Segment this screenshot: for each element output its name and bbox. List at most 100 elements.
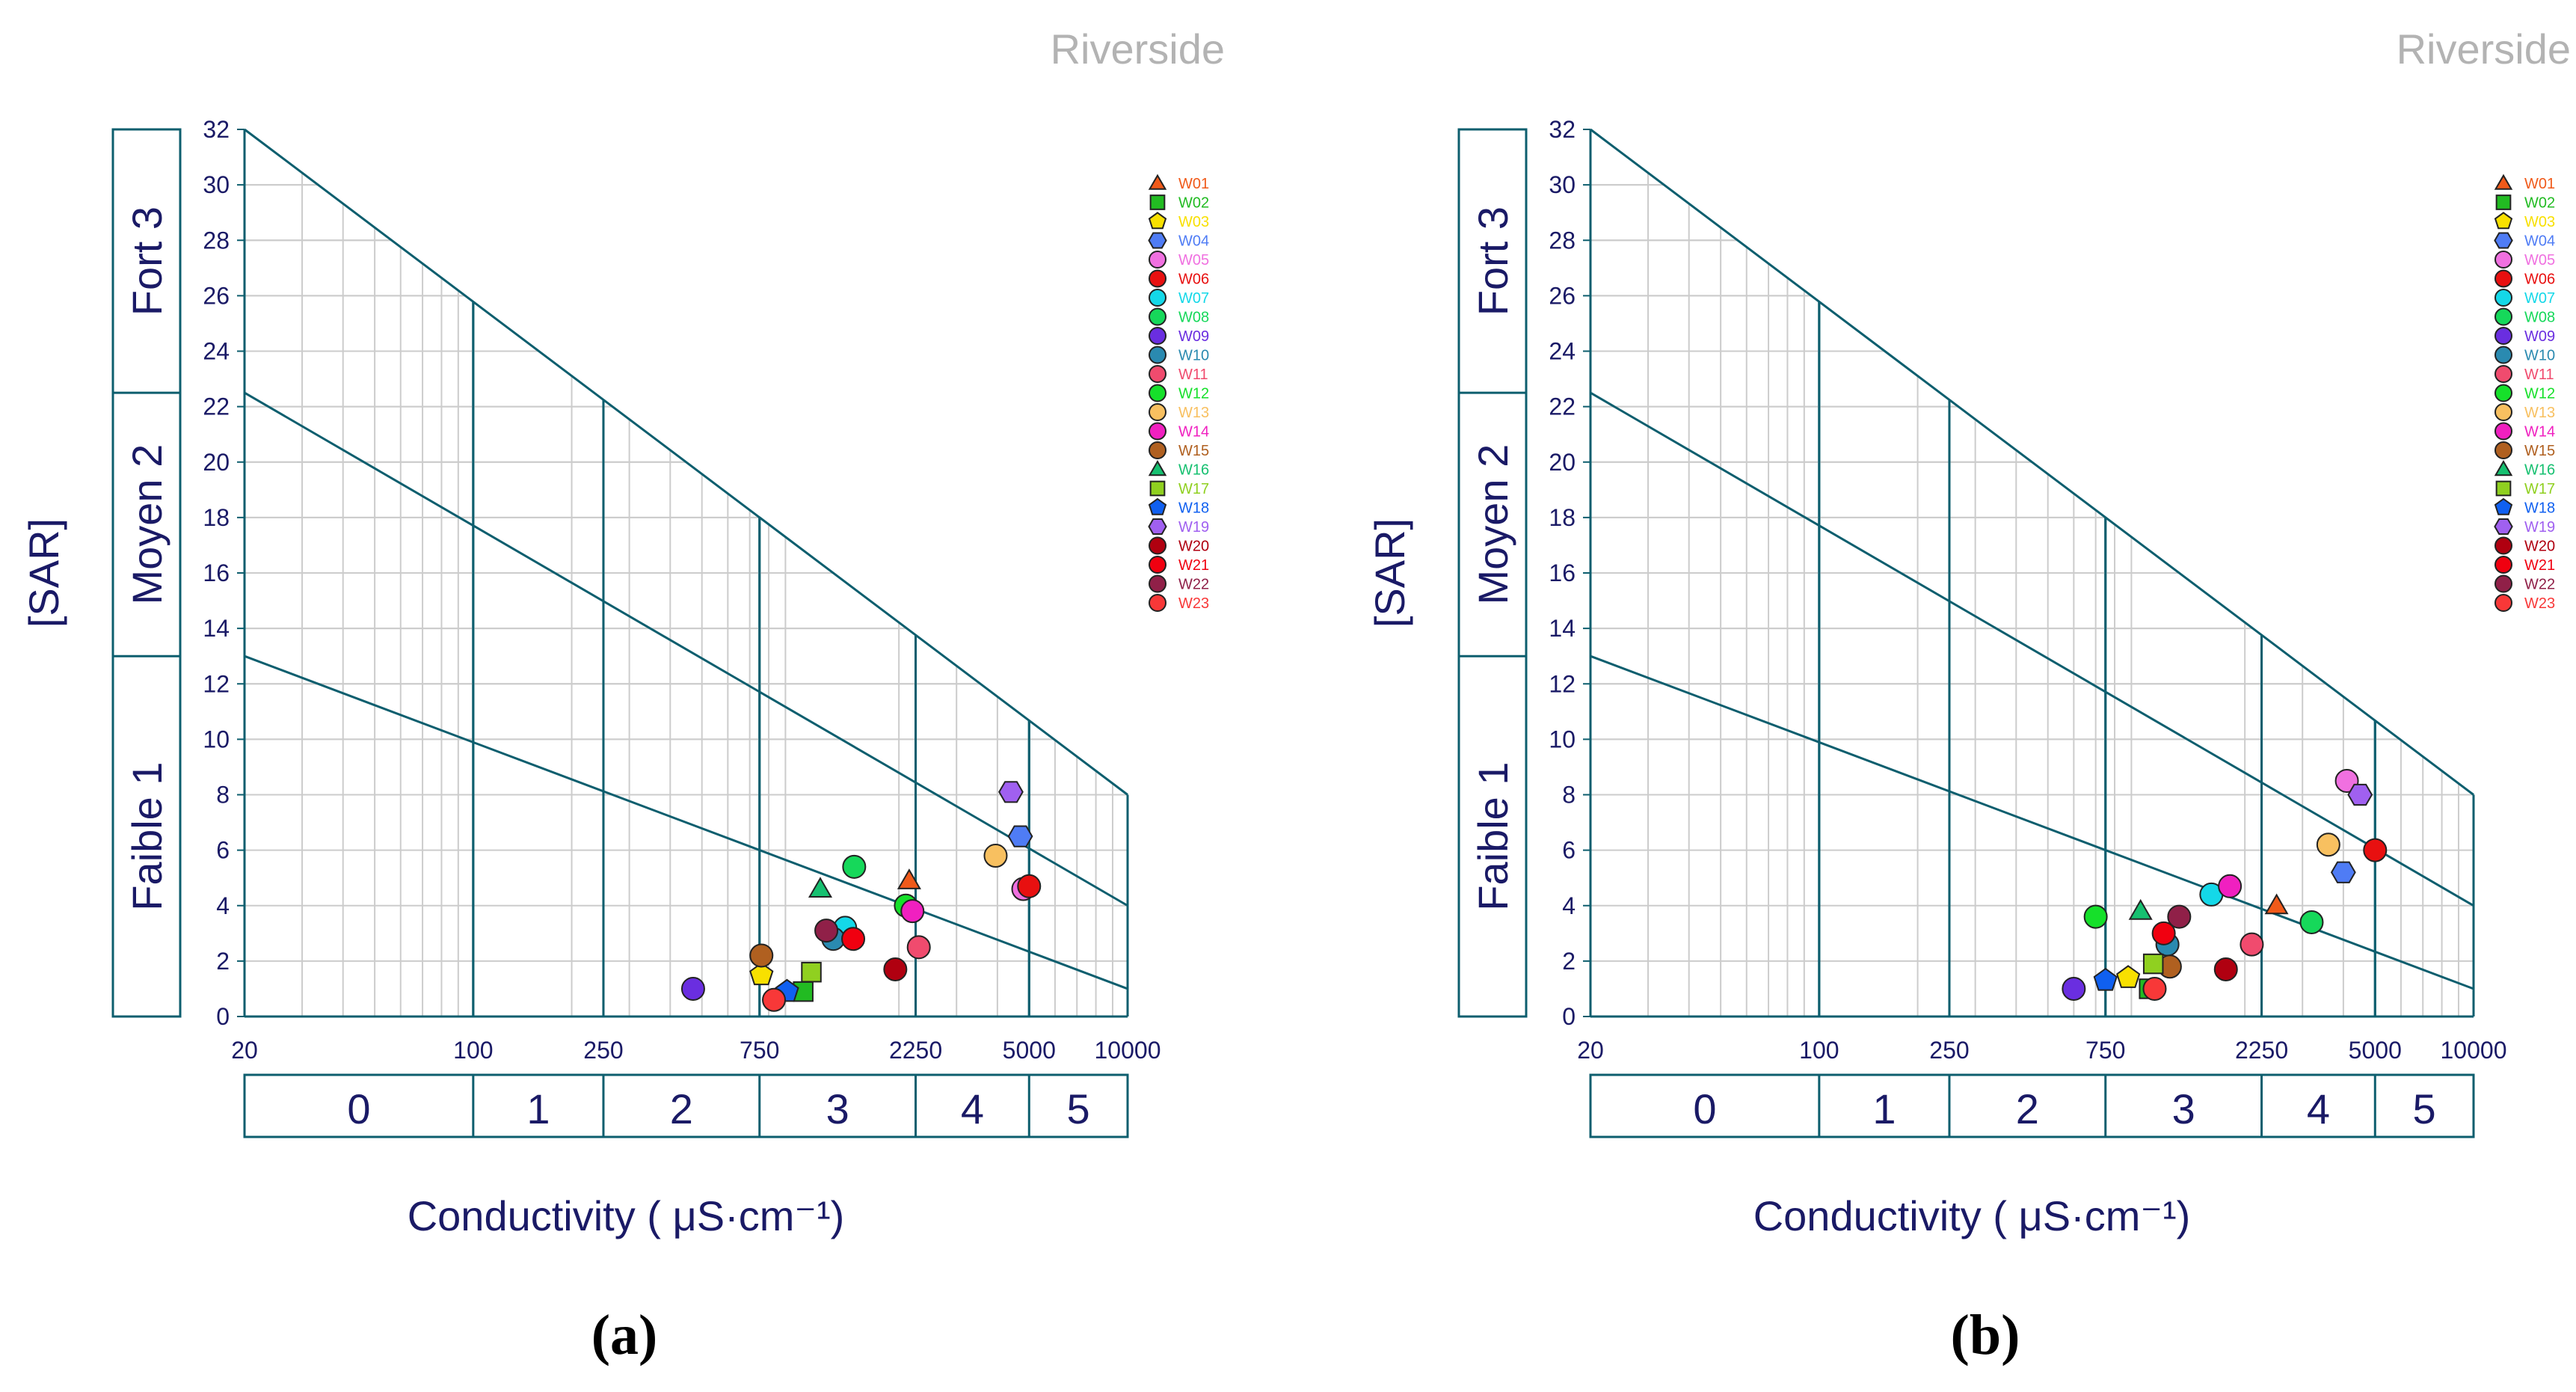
data-point-w12 xyxy=(2083,904,2108,929)
salinity-class-label: 1 xyxy=(526,1085,550,1132)
data-point-w15 xyxy=(749,943,774,968)
legend-label-w09: W09 xyxy=(2524,328,2555,345)
legend-marker-w08 xyxy=(2494,307,2512,326)
legend-label-w05: W05 xyxy=(2524,252,2555,269)
legend-label-w08: W08 xyxy=(1178,310,1209,326)
salinity-class-bar xyxy=(1589,1073,2475,1138)
y-tick-label: 28 xyxy=(1549,227,1576,254)
legend-marker-w06 xyxy=(2494,269,2512,288)
y-tick-label: 22 xyxy=(203,393,230,420)
sodium-class-label: Fort 3 xyxy=(1469,206,1516,316)
data-point-w17 xyxy=(2142,953,2164,975)
y-tick-label: 24 xyxy=(203,338,230,365)
y-tick-label: 26 xyxy=(203,282,230,309)
legend-label-w06: W06 xyxy=(1178,272,1209,288)
legend-marker-w03 xyxy=(2494,212,2513,230)
legend-label-w22: W22 xyxy=(1178,577,1209,593)
legend-label-w04: W04 xyxy=(1178,233,1209,250)
legend-marker-w05 xyxy=(1149,251,1166,269)
boundary-line-medium-high xyxy=(1590,391,2474,907)
legend-label-w21: W21 xyxy=(1178,557,1209,574)
legend-label-w21: W21 xyxy=(2524,557,2555,574)
boundary-line-high-very-high xyxy=(1590,128,2474,796)
legend-label-w12: W12 xyxy=(2524,386,2555,402)
legend-marker-w09 xyxy=(1149,327,1166,345)
y-tick-label: 22 xyxy=(1549,393,1576,420)
legend-label-w02: W02 xyxy=(1178,195,1209,212)
x-tick-label: 2250 xyxy=(2235,1037,2288,1064)
legend-label-w17: W17 xyxy=(1178,481,1209,497)
data-point-w03 xyxy=(2116,965,2141,988)
sodium-class-label: Moyen 2 xyxy=(1469,444,1516,605)
y-tick-label: 24 xyxy=(1549,338,1576,365)
legend-marker-w11 xyxy=(2494,365,2512,383)
legend-label-w18: W18 xyxy=(2524,500,2555,517)
legend-marker-w20 xyxy=(2494,536,2512,555)
y-tick-label: 2 xyxy=(216,948,230,975)
legend-label-w19: W19 xyxy=(2524,519,2555,536)
y-axis-title: [SAR] xyxy=(20,518,67,628)
legend-marker-w05 xyxy=(2494,251,2512,269)
legend-marker-w12 xyxy=(1149,384,1166,402)
legend-marker-w13 xyxy=(2494,403,2512,421)
salinity-class-label: 4 xyxy=(961,1085,984,1132)
panel-label-b: (b) xyxy=(1951,1304,2020,1367)
legend-label-w06: W06 xyxy=(2524,272,2555,288)
legend-marker-w19 xyxy=(1148,518,1167,535)
legend-marker-w06 xyxy=(1149,269,1166,288)
y-tick-label: 6 xyxy=(216,837,230,864)
legend-label-w09: W09 xyxy=(1178,328,1209,345)
data-point-w20 xyxy=(2213,957,2238,981)
y-tick-label: 12 xyxy=(203,670,230,697)
legend-marker-w22 xyxy=(2494,574,2512,593)
legend-marker-w15 xyxy=(1149,441,1166,459)
sodium-class-label: Moyen 2 xyxy=(123,444,170,605)
legend-label-w05: W05 xyxy=(1178,252,1209,269)
boundary-line-low-medium xyxy=(244,654,1128,990)
y-tick-label: 14 xyxy=(1549,615,1576,642)
legend-marker-w17 xyxy=(2495,480,2512,497)
data-point-w11 xyxy=(2240,932,2264,957)
y-tick-label: 8 xyxy=(216,782,230,809)
legend-label-w11: W11 xyxy=(2524,367,2554,383)
legend-marker-w16 xyxy=(2494,459,2513,476)
legend-marker-w04 xyxy=(1148,232,1167,249)
data-point-w16 xyxy=(808,877,833,898)
y-tick-label: 4 xyxy=(216,892,230,919)
data-point-w01 xyxy=(897,868,921,889)
legend-label-w23: W23 xyxy=(1178,595,1209,612)
salinity-class-label: 0 xyxy=(347,1085,370,1132)
legend-marker-w20 xyxy=(1149,536,1166,555)
y-tick-label: 32 xyxy=(1549,116,1576,143)
x-tick-label: 5000 xyxy=(1003,1037,1056,1064)
data-point-w22 xyxy=(2167,904,2192,929)
sodium-class-bar xyxy=(1457,128,1528,1018)
legend-marker-w09 xyxy=(2494,327,2512,345)
x-axis-title: Conductivity ( μS·cm⁻¹) xyxy=(1753,1192,2191,1239)
legend-label-w08: W08 xyxy=(2524,310,2555,326)
legend-marker-w13 xyxy=(1149,403,1166,421)
x-tick-label: 250 xyxy=(1929,1037,1969,1064)
legend-label-w07: W07 xyxy=(1178,290,1209,307)
salinity-class-label: 1 xyxy=(1872,1085,1896,1132)
data-point-w21 xyxy=(2151,921,2176,945)
y-tick-label: 16 xyxy=(1549,559,1576,586)
y-tick-label: 32 xyxy=(203,116,230,143)
data-point-w19 xyxy=(2347,783,2373,806)
legend-marker-w21 xyxy=(1149,556,1166,574)
legend-marker-w21 xyxy=(2494,556,2512,574)
y-tick-label: 10 xyxy=(1549,726,1576,752)
x-tick-label: 250 xyxy=(583,1037,623,1064)
y-tick-label: 14 xyxy=(203,615,230,642)
legend-marker-w07 xyxy=(2494,289,2512,307)
data-point-w09 xyxy=(2062,976,2086,1001)
legend-label-w11: W11 xyxy=(1178,367,1208,383)
legend-label-w04: W04 xyxy=(2524,233,2555,250)
salinity-class-label: 0 xyxy=(1693,1085,1716,1132)
salinity-class-label: 4 xyxy=(2307,1085,2330,1132)
y-tick-label: 18 xyxy=(1549,504,1576,531)
data-point-w03 xyxy=(749,962,774,986)
x-tick-label: 100 xyxy=(1799,1037,1839,1064)
site-label: Riverside xyxy=(1051,25,1225,73)
legend-label-w16: W16 xyxy=(1178,462,1209,479)
